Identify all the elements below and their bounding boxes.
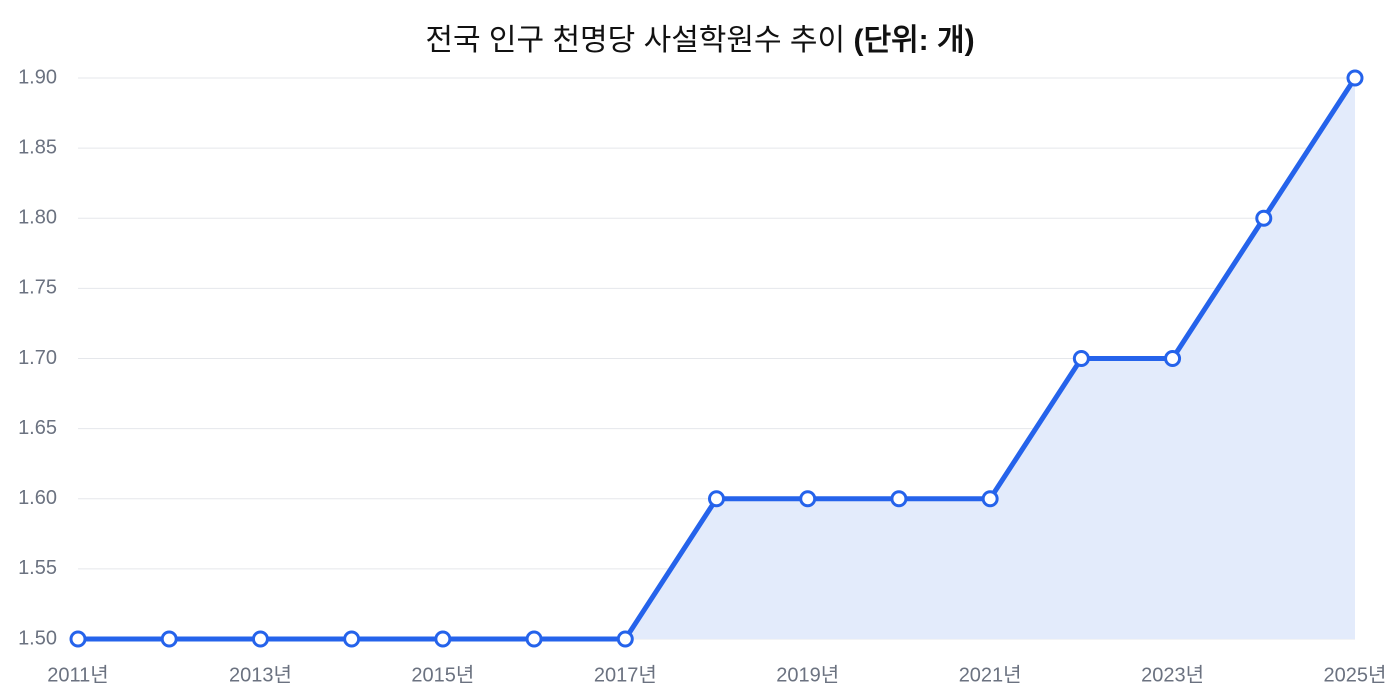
y-tick-label: 1.90	[18, 66, 57, 88]
title-unit: (단위: 개)	[853, 24, 974, 57]
y-tick-label: 1.55	[18, 557, 57, 579]
point	[434, 630, 452, 648]
point	[525, 630, 543, 648]
y-tick-label: 1.70	[18, 347, 57, 369]
y-tick-label: 1.85	[18, 136, 57, 158]
y-tick-label: 1.65	[18, 417, 57, 439]
x-tick-label: 2017년	[594, 663, 657, 686]
point	[708, 490, 725, 508]
point	[160, 630, 178, 648]
x-tick-label: 2021년	[959, 663, 1022, 686]
x-tick-label: 2011년	[47, 663, 108, 686]
y-tick-label: 1.60	[18, 487, 57, 509]
point	[1255, 209, 1273, 227]
y-tick-label: 1.50	[18, 627, 57, 649]
point	[981, 490, 999, 508]
point	[1072, 350, 1090, 367]
y-tick-label: 1.75	[18, 277, 57, 299]
x-tick-label: 2015년	[411, 663, 474, 686]
point	[1346, 69, 1364, 87]
x-tick-label: 2023년	[1141, 663, 1204, 686]
point	[890, 490, 908, 508]
point	[799, 490, 817, 508]
point	[343, 630, 361, 648]
point	[1164, 350, 1182, 367]
point	[616, 630, 634, 648]
x-tick-label: 2013년	[229, 663, 292, 686]
title-main: 전국 인구 천명당 사설학원수 추이	[425, 24, 845, 57]
x-tick-label: 2019년	[776, 663, 839, 686]
point	[69, 630, 87, 648]
area	[78, 78, 1355, 639]
y-tick-label: 1.80	[18, 207, 57, 229]
x-tick-label: 2025년	[1324, 663, 1387, 686]
chart-title: 전국 인구 천명당 사설학원수 추이 (단위: 개)	[425, 24, 974, 57]
point	[251, 630, 269, 648]
